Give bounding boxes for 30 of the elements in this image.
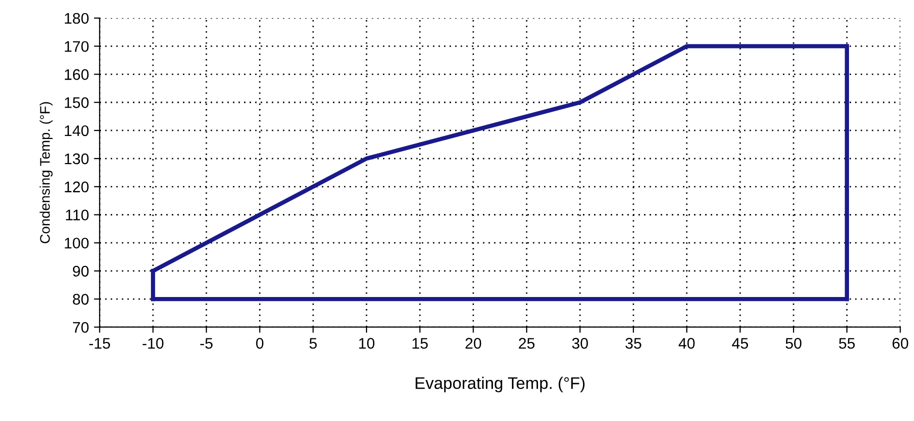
x-tick-label: 25 <box>518 338 535 349</box>
x-tick-label: -5 <box>200 338 213 349</box>
y-tick-label: 100 <box>64 238 89 249</box>
x-tick-label: 60 <box>892 338 908 349</box>
x-tick-label: 45 <box>732 338 748 349</box>
x-tick-label: 10 <box>359 338 374 349</box>
y-tick-label: 120 <box>64 182 89 192</box>
y-tick-label: 70 <box>73 322 89 333</box>
y-tick-label: 130 <box>64 153 89 164</box>
x-tick-label: 35 <box>625 338 642 349</box>
x-tick-label: 40 <box>678 338 695 349</box>
x-tick-label: 5 <box>310 338 317 349</box>
y-tick-label: 160 <box>64 69 89 80</box>
x-tick-label: -10 <box>142 338 164 349</box>
y-tick-label: 80 <box>72 294 89 305</box>
y-tick-label: 140 <box>64 125 89 136</box>
x-tick-label: 30 <box>572 338 588 349</box>
y-tick-label: 180 <box>64 12 89 24</box>
x-tick-label: -15 <box>89 338 110 349</box>
x-axis-title: Evaporating Temp. (°F) <box>416 376 585 392</box>
x-tick-label: 0 <box>256 338 264 349</box>
x-tick-label: 20 <box>466 338 482 349</box>
x-tick-label: 15 <box>412 338 428 349</box>
x-tick-label: 55 <box>839 338 855 349</box>
x-tick-label: 50 <box>786 338 802 349</box>
y-tick-label: 90 <box>72 266 89 277</box>
y-tick-label: 110 <box>66 210 89 220</box>
y-axis-title: Condensing Temp. (°F) <box>40 102 53 244</box>
y-tick-label: 150 <box>64 97 89 108</box>
y-tick-label: 170 <box>64 41 89 52</box>
